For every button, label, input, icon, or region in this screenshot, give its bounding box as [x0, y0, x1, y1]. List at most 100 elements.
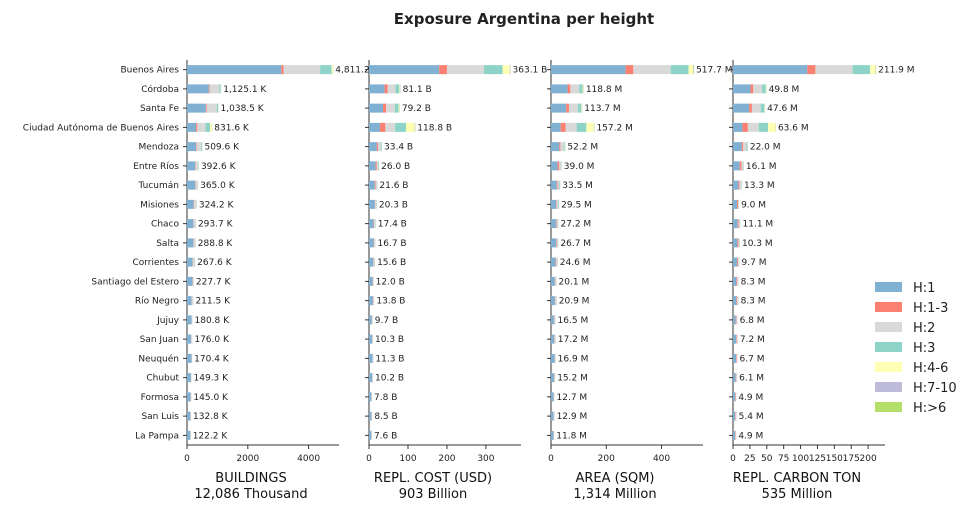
bar-segment	[852, 65, 871, 75]
bar-segment	[736, 296, 738, 306]
bar-segment	[735, 373, 737, 383]
bar-segment	[815, 65, 853, 75]
bar-segment	[372, 276, 374, 286]
bar-segment	[193, 219, 196, 229]
bar-segment	[192, 257, 195, 267]
bar-segment	[551, 219, 556, 229]
value-label: 11.3 B	[375, 354, 404, 364]
value-label: 33.5 M	[562, 181, 593, 191]
bar-segment	[187, 430, 191, 440]
value-label: 12.7 M	[557, 393, 588, 403]
bar-segment	[735, 411, 736, 421]
x-tick-label: 0	[366, 454, 372, 464]
bar-segment	[374, 238, 376, 248]
bar-segment	[369, 161, 376, 171]
chart-title: Exposure Argentina per height	[394, 10, 654, 28]
bar-segment	[209, 84, 220, 94]
x-axis-total: 1,314 Million	[573, 487, 656, 502]
bar-segment	[557, 180, 560, 190]
bar-segment	[187, 180, 196, 190]
value-label: 324.2 K	[199, 200, 235, 210]
bar-segment	[509, 65, 511, 75]
value-label: 7.6 B	[374, 431, 397, 441]
bar-segment	[560, 142, 564, 152]
bar-segment	[753, 84, 763, 94]
bar-segment	[371, 315, 373, 325]
value-label: 8.3 M	[741, 297, 766, 307]
bar-segment	[737, 296, 739, 306]
bar-segment	[446, 65, 484, 75]
bar-segment	[196, 122, 198, 132]
bar-segment	[559, 161, 562, 171]
bar-segment	[369, 219, 374, 229]
bar-segment	[733, 84, 751, 94]
bar-segment	[733, 219, 738, 229]
bar-segment	[551, 161, 558, 171]
bar-segment	[736, 353, 737, 363]
bar-segment	[331, 65, 333, 75]
bar-segment	[736, 353, 738, 363]
bar-segment	[762, 84, 766, 94]
x-axis-total: 12,086 Thousand	[194, 487, 307, 502]
bar-segment	[187, 315, 192, 325]
bar-segment	[187, 392, 191, 402]
bar-segment	[768, 122, 776, 132]
bar-segment	[375, 180, 377, 190]
bar-segment	[187, 238, 194, 248]
value-label: 15.2 M	[557, 374, 588, 384]
bar-segment	[187, 142, 197, 152]
bar-segment	[197, 122, 206, 132]
bar-segment	[369, 353, 373, 363]
value-label: 21.6 B	[379, 181, 408, 191]
bar-segment	[736, 334, 737, 344]
bar-segment	[369, 122, 380, 132]
bar-segment	[586, 122, 594, 132]
bar-segment	[205, 103, 207, 113]
bar-segment	[733, 122, 743, 132]
value-label: 4.9 M	[738, 393, 763, 403]
bar-segment	[187, 411, 191, 421]
bar-segment	[372, 353, 374, 363]
bar-segment	[553, 411, 555, 421]
bar-segment	[551, 180, 557, 190]
bar-segment	[187, 276, 193, 286]
value-label: 4.9 M	[738, 431, 763, 441]
x-tick-label: 50	[761, 454, 773, 464]
bar-segment	[554, 334, 556, 344]
y-tick-label: Santiago del Estero	[91, 277, 179, 287]
value-label: 6.1 M	[739, 374, 764, 384]
bar-segment	[736, 315, 738, 325]
bar-segment	[380, 142, 382, 152]
bar-segment	[733, 411, 736, 421]
bar-segment	[554, 373, 556, 383]
bar-segment	[369, 238, 374, 248]
bar-segment	[737, 276, 739, 286]
y-tick-label: Chubut	[146, 374, 179, 384]
bar-segment	[369, 296, 373, 306]
bar-segment	[742, 122, 748, 132]
bar-segment	[369, 65, 440, 75]
y-tick-label: Río Negro	[135, 297, 180, 307]
bar-segment	[369, 392, 372, 402]
bar-segment	[551, 315, 555, 325]
bar-segment	[566, 103, 569, 113]
y-tick-label: Formosa	[141, 393, 179, 403]
y-tick-label: Buenos Aires	[120, 66, 179, 76]
bar-segment	[670, 65, 689, 75]
legend-label: H:3	[913, 341, 935, 356]
value-label: 363.1 B	[513, 66, 548, 76]
bar-segment	[187, 161, 196, 171]
bar-segment	[187, 373, 191, 383]
legend-label: H:>6	[913, 401, 946, 416]
bar-segment	[398, 103, 400, 113]
bar-segment	[556, 238, 558, 248]
bar-segment	[746, 142, 748, 152]
value-label: 176.0 K	[194, 335, 230, 345]
bar-segment	[193, 238, 196, 248]
value-label: 33.4 B	[384, 143, 413, 153]
bar-segment	[371, 411, 373, 421]
x-axis-total: 535 Million	[762, 487, 833, 502]
bar-segment	[733, 65, 808, 75]
legend-swatch	[875, 382, 902, 392]
